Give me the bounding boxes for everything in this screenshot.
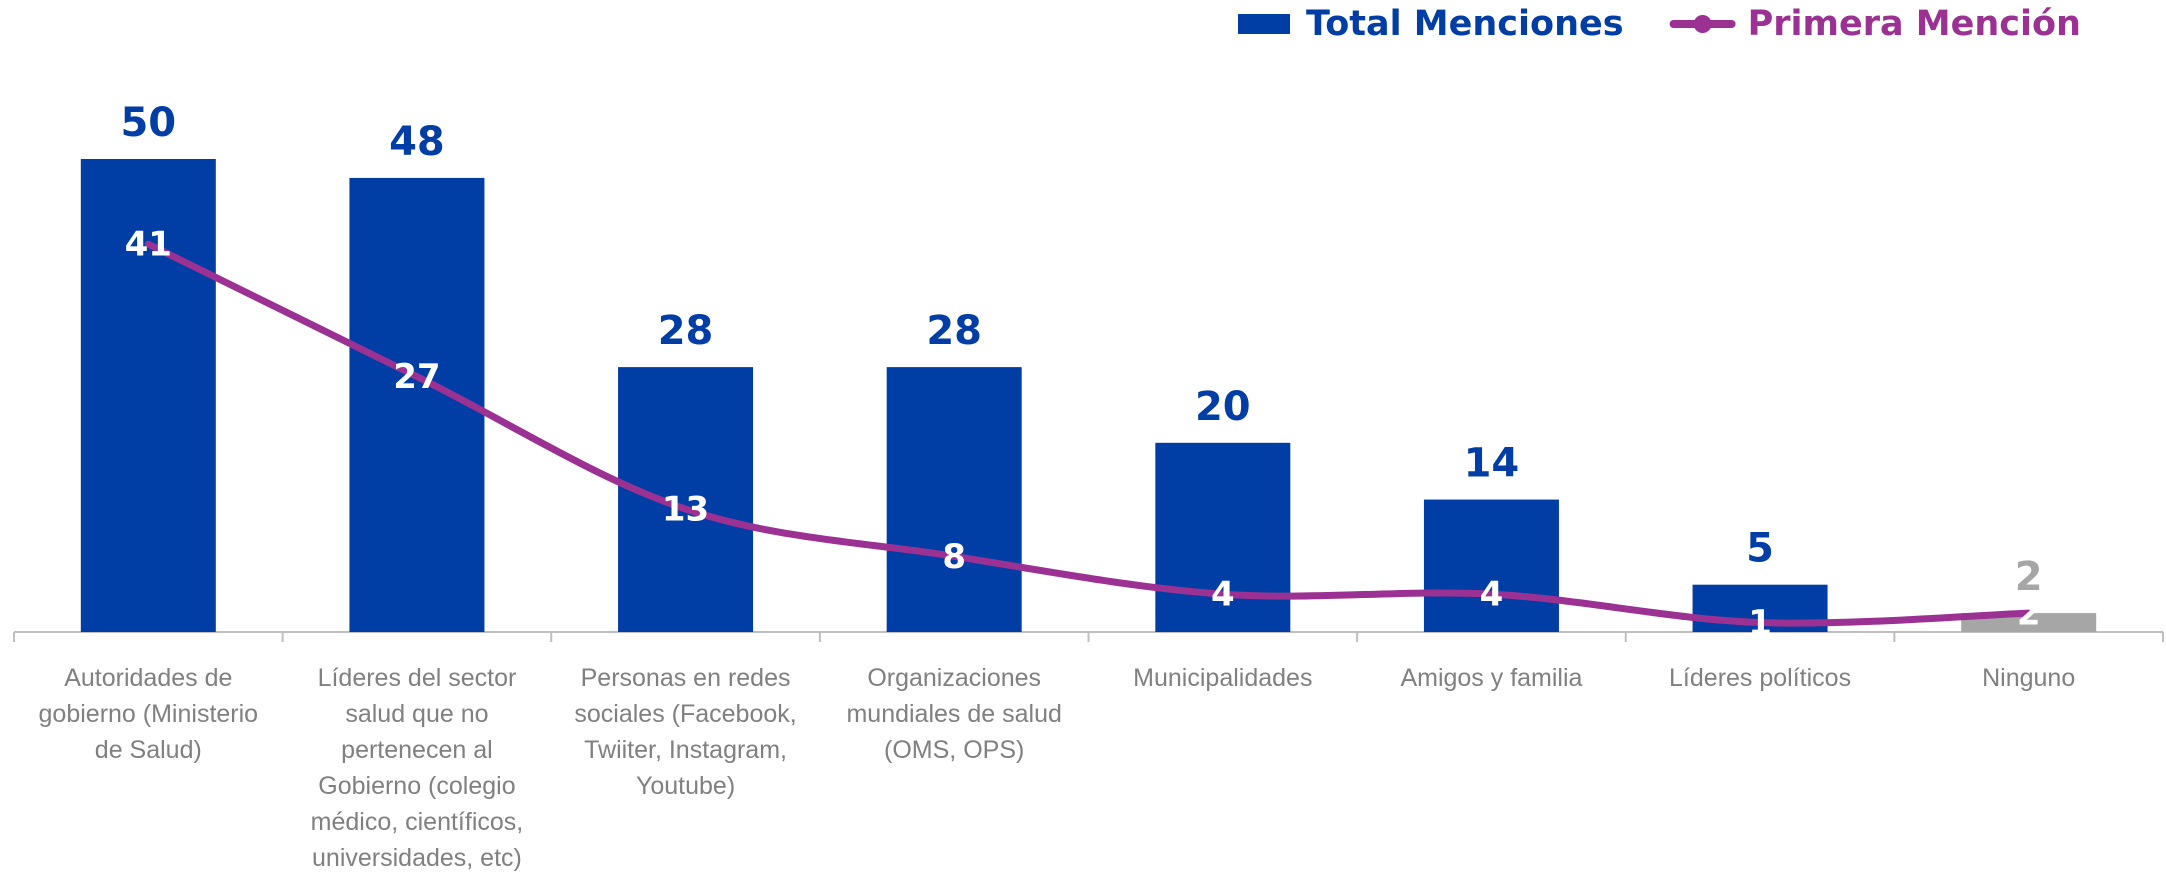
bar-value-label: 28 — [926, 308, 982, 354]
x-tick-label: Líderes políticos — [1669, 664, 1852, 692]
line-value-label: 8 — [942, 537, 966, 577]
x-tick-label: Organizaciones mundiales de salud (OMS, … — [846, 664, 1062, 764]
line-value-label: 1 — [1748, 603, 1772, 643]
legend-label: Primera Mención — [1748, 4, 2081, 44]
bar-value-label: 5 — [1746, 526, 1774, 572]
bar-value-label: 28 — [658, 308, 714, 354]
line-value-label: 4 — [1211, 575, 1235, 615]
x-tick-label: Líderes del sector salud que no pertenec… — [310, 664, 524, 872]
legend-swatch-marker — [1693, 15, 1712, 33]
line-value-label: 4 — [1480, 575, 1504, 615]
bar — [80, 159, 216, 632]
bar — [1155, 442, 1291, 632]
bar — [618, 367, 754, 632]
line-value-label: 27 — [393, 357, 440, 397]
x-tick-label: Autoridades de gobierno (Ministerio de S… — [38, 664, 259, 764]
x-tick-label: Municipalidades — [1133, 664, 1313, 692]
line — [144, 240, 2033, 627]
line-value-label: 41 — [125, 225, 172, 265]
line-value-label: 2 — [2017, 594, 2041, 634]
bar — [349, 177, 485, 633]
bar — [1423, 499, 1559, 632]
bar-value-label: 14 — [1464, 441, 1520, 487]
line-value-label: 13 — [662, 490, 709, 530]
bar — [886, 367, 1022, 632]
bar-value-label: 48 — [389, 119, 445, 165]
bar-value-label: 50 — [120, 100, 176, 146]
bar-value-label: 2 — [2015, 554, 2043, 600]
bar-value-label: 20 — [1195, 384, 1251, 430]
legend-swatch — [1238, 14, 1290, 34]
x-tick-label: Ninguno — [1982, 664, 2076, 692]
x-tick-label: Amigos y familia — [1400, 664, 1583, 692]
legend-label: Total Menciones — [1306, 4, 1624, 44]
x-tick-label: Personas en redes sociales (Facebook, Tw… — [574, 664, 797, 800]
